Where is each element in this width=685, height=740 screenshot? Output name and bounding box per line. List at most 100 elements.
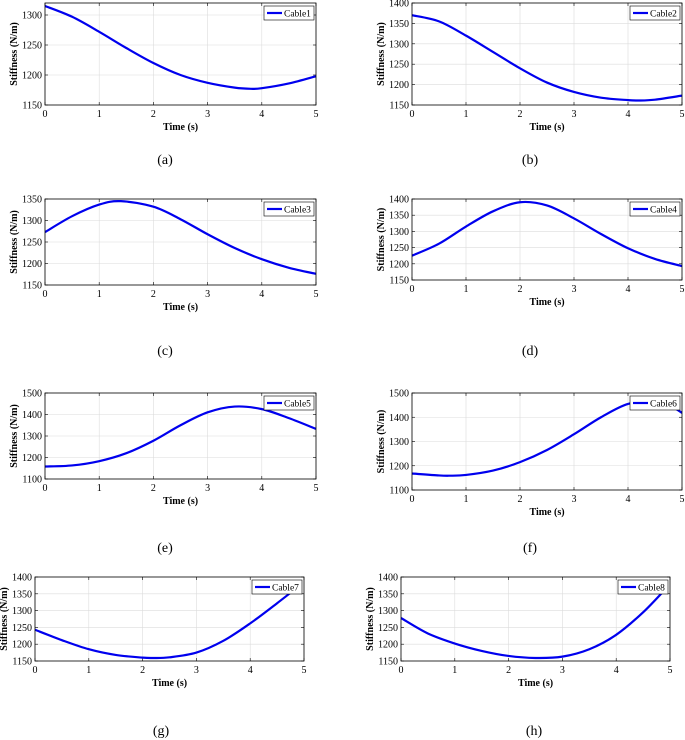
y-tick-label: 1150 [389,101,409,112]
x-tick-label: 3 [205,289,210,300]
y-axis-label: Stiffness (N/m) [365,587,376,651]
y-tick-label: 1300 [12,606,32,617]
legend: Cable4 [629,201,681,217]
series-line-cable4 [412,200,682,268]
x-axis-label: Time (s) [152,678,187,689]
legend-label: Cable4 [650,205,677,215]
x-tick-label: 2 [151,109,156,120]
y-axis-label: Stiffness (N/m) [9,210,20,274]
y-axis-label: Stiffness (N/m) [376,208,387,272]
y-tick-label: 1350 [22,195,42,206]
y-tick-label: 1300 [389,39,409,50]
y-tick-label: 1300 [389,227,409,238]
x-tick-label: 0 [33,665,38,676]
x-tick-label: 0 [410,494,415,505]
y-tick-label: 1300 [22,11,42,22]
legend-box [263,395,315,411]
legend: Cable2 [629,5,681,21]
legend-box [263,5,315,21]
x-tick-label: 0 [43,289,48,300]
x-axis-label: Time (s) [163,496,198,507]
y-tick-label: 1250 [12,623,32,634]
axes-frame [44,2,317,106]
y-tick-label: 1350 [12,589,32,600]
legend-box [251,579,303,595]
panel-caption: (f) [523,541,537,556]
y-tick-label: 1200 [22,71,42,82]
axes-frame [411,2,683,106]
x-tick-label: 3 [205,483,210,494]
x-tick-label: 3 [572,494,577,505]
y-tick-label: 1250 [22,238,42,249]
chart-panel-8: 0 1 2 3 4 5 1150 1200 1250 1300 1350 1400 Time (s) St… [365,573,673,740]
chart-panel-4: 0 1 2 3 4 5 1150 1200 1250 1300 1350 1400 Time (s) St… [376,195,685,360]
x-axis-label: Time (s) [529,507,564,518]
legend-box [629,5,681,21]
legend: Cable8 [617,579,669,595]
series-line-cable5 [45,405,316,468]
y-tick-label: 1400 [389,413,409,424]
x-tick-label: 5 [302,665,307,676]
y-tick-label: 1400 [389,0,409,10]
panel-caption: (d) [522,344,539,359]
y-tick-label: 1250 [389,60,409,71]
chart-panel-7: 0 1 2 3 4 5 1150 1200 1250 1300 1350 1400 Time (s) St… [0,573,307,740]
x-tick-label: 1 [86,665,91,676]
x-tick-label: 4 [248,665,253,676]
x-tick-label: 2 [518,109,523,120]
x-tick-label: 5 [314,109,319,120]
x-tick-label: 3 [205,109,210,120]
series-line-cable1 [45,4,316,90]
y-axis-label: Stiffness (N/m) [376,410,387,474]
x-axis-label: Time (s) [163,302,198,313]
y-tick-label: 1150 [22,101,42,112]
x-tick-label: 0 [43,109,48,120]
chart-panel-2: 0 1 2 3 4 5 1150 1200 1250 1300 1350 1400 Time (s) St… [376,0,685,168]
series-line-cable7 [35,585,300,660]
x-tick-label: 1 [97,483,102,494]
y-tick-label: 1300 [378,606,398,617]
y-tick-label: 1100 [389,486,409,497]
x-tick-label: 4 [259,483,264,494]
y-tick-label: 1400 [12,573,32,584]
chart-panel-5: 0 1 2 3 4 5 1100 1200 1300 1400 1500 Time (s) Stiffn… [9,389,319,557]
y-tick-label: 1350 [389,19,409,30]
x-tick-label: 1 [464,109,469,120]
x-tick-label: 4 [614,665,619,676]
x-tick-label: 3 [194,665,199,676]
axes-frame [44,392,317,480]
chart-panel-3: 0 1 2 3 4 5 1150 1200 1250 1300 1350 Time (s) Stiffn… [9,195,319,360]
y-tick-label: 1200 [22,259,42,270]
legend: Cable1 [263,5,315,21]
y-tick-label: 1250 [22,41,42,52]
axes-frame [411,392,683,491]
axes-frame [400,576,671,662]
legend: Cable6 [629,395,681,411]
x-axis-label: Time (s) [518,678,553,689]
x-tick-label: 5 [680,284,685,295]
panel-caption: (b) [522,153,539,168]
x-axis-label: Time (s) [529,297,564,308]
x-tick-label: 3 [572,109,577,120]
x-tick-label: 1 [452,665,457,676]
y-tick-label: 1200 [389,80,409,91]
x-tick-label: 0 [410,284,415,295]
x-tick-label: 5 [680,494,685,505]
series-line-cable8 [401,586,669,660]
x-tick-label: 0 [43,483,48,494]
x-tick-label: 2 [140,665,145,676]
x-tick-label: 5 [680,109,685,120]
x-tick-label: 4 [626,109,631,120]
y-axis-label: Stiffness (N/m) [9,22,20,86]
y-tick-label: 1150 [12,657,32,668]
legend-label: Cable7 [272,583,299,593]
y-tick-label: 1150 [389,276,409,287]
x-tick-label: 1 [97,289,102,300]
axes-frame [34,576,305,662]
legend: Cable7 [251,579,303,595]
x-tick-label: 2 [151,289,156,300]
y-tick-label: 1250 [389,243,409,254]
x-tick-label: 5 [668,665,673,676]
y-tick-label: 1200 [389,259,409,270]
x-axis-label: Time (s) [163,122,198,133]
